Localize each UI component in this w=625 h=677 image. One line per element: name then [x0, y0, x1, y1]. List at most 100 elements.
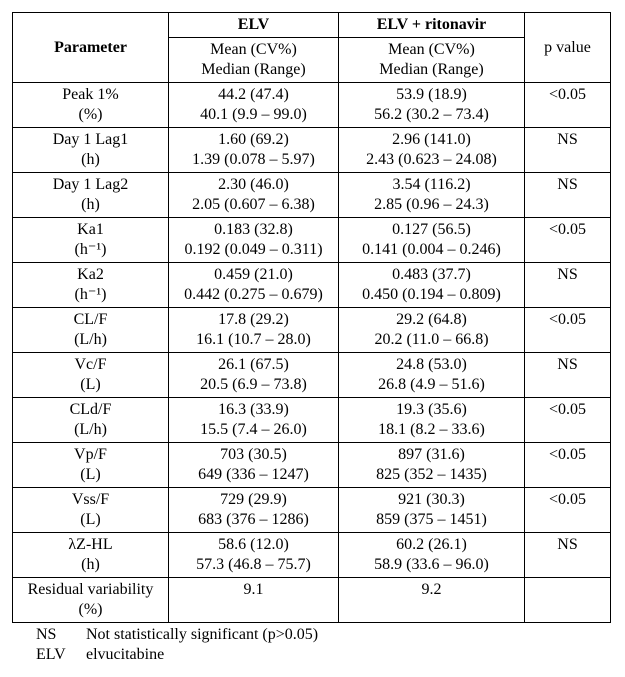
param-unit: (h)	[17, 150, 164, 170]
table-row: λZ-HL(h)58.6 (12.0)57.3 (46.8 – 75.7)60.…	[13, 533, 611, 578]
cell-parameter: Peak 1%(%)	[13, 83, 169, 128]
cell-p-value: NS	[525, 353, 611, 398]
elvr-median: 18.1 (8.2 – 33.6)	[343, 420, 520, 440]
cell-p-value: <0.05	[525, 488, 611, 533]
elv-mean: 16.3 (33.9)	[173, 400, 334, 420]
elv-median: 2.05 (0.607 – 6.38)	[173, 195, 334, 215]
elv-median: 0.192 (0.049 – 0.311)	[173, 240, 334, 260]
cell-p-value	[525, 578, 611, 623]
elvr-median: 2.43 (0.623 – 24.08)	[343, 150, 520, 170]
param-unit: (h⁻¹)	[17, 285, 164, 305]
cell-p-value: NS	[525, 173, 611, 218]
cell-elv-ritonavir: 60.2 (26.1)58.9 (33.6 – 96.0)	[339, 533, 525, 578]
table-row: Ka2(h⁻¹)0.459 (21.0)0.442 (0.275 – 0.679…	[13, 263, 611, 308]
elvr-mean: 0.483 (37.7)	[343, 265, 520, 285]
cell-elv-ritonavir: 9.2	[339, 578, 525, 623]
param-unit: (h)	[17, 555, 164, 575]
table-row: CLd/F(L/h)16.3 (33.9)15.5 (7.4 – 26.0)19…	[13, 398, 611, 443]
param-name: Residual variability	[17, 580, 164, 600]
elvr-mean: 24.8 (53.0)	[343, 355, 520, 375]
param-unit: (L)	[17, 510, 164, 530]
elv-median: 649 (336 – 1247)	[173, 465, 334, 485]
cell-elv: 17.8 (29.2)16.1 (10.7 – 28.0)	[169, 308, 339, 353]
elv-mean: 1.60 (69.2)	[173, 130, 334, 150]
elv-median: 20.5 (6.9 – 73.8)	[173, 375, 334, 395]
cell-elv: 16.3 (33.9)15.5 (7.4 – 26.0)	[169, 398, 339, 443]
col-p-value: p value	[525, 13, 611, 83]
cell-p-value: NS	[525, 533, 611, 578]
elv-median: 15.5 (7.4 – 26.0)	[173, 420, 334, 440]
elvr-median: 26.8 (4.9 – 51.6)	[343, 375, 520, 395]
param-name: Day 1 Lag2	[17, 175, 164, 195]
cell-p-value: NS	[525, 263, 611, 308]
cell-elv-ritonavir: 53.9 (18.9)56.2 (30.2 – 73.4)	[339, 83, 525, 128]
subhead-elv: Mean (CV%) Median (Range)	[169, 38, 339, 83]
col-elv: ELV	[169, 13, 339, 38]
elv-median: 1.39 (0.078 – 5.97)	[173, 150, 334, 170]
footnote-elv-text: elvucitabine	[86, 646, 164, 663]
elv-median: 40.1 (9.9 – 99.0)	[173, 105, 334, 125]
elvr-mean: 9.2	[343, 580, 520, 600]
table-header: Parameter ELV ELV + ritonavir p value Me…	[13, 13, 611, 83]
param-name: λZ-HL	[17, 535, 164, 555]
table-row: Vp/F(L)703 (30.5)649 (336 – 1247)897 (31…	[13, 443, 611, 488]
cell-parameter: Vc/F(L)	[13, 353, 169, 398]
table-row: Vc/F(L)26.1 (67.5)20.5 (6.9 – 73.8)24.8 …	[13, 353, 611, 398]
cell-elv: 2.30 (46.0)2.05 (0.607 – 6.38)	[169, 173, 339, 218]
cell-elv: 44.2 (47.4)40.1 (9.9 – 99.0)	[169, 83, 339, 128]
subhead-elvr-median: Median (Range)	[343, 60, 520, 80]
cell-p-value: <0.05	[525, 218, 611, 263]
elvr-mean: 897 (31.6)	[343, 445, 520, 465]
param-name: Ka1	[17, 220, 164, 240]
elvr-mean: 19.3 (35.6)	[343, 400, 520, 420]
footnote-elv-abbr: ELV	[36, 645, 82, 665]
cell-parameter: Residual variability(%)	[13, 578, 169, 623]
table-row: Residual variability(%)9.19.2	[13, 578, 611, 623]
elvr-mean: 0.127 (56.5)	[343, 220, 520, 240]
cell-elv: 9.1	[169, 578, 339, 623]
footnote-elv: ELV elvucitabine	[36, 645, 613, 665]
cell-parameter: λZ-HL(h)	[13, 533, 169, 578]
param-unit: (%)	[17, 600, 164, 620]
cell-parameter: Day 1 Lag1(h)	[13, 128, 169, 173]
cell-elv: 58.6 (12.0)57.3 (46.8 – 75.7)	[169, 533, 339, 578]
cell-elv: 703 (30.5)649 (336 – 1247)	[169, 443, 339, 488]
elv-median: 16.1 (10.7 – 28.0)	[173, 330, 334, 350]
cell-elv-ritonavir: 29.2 (64.8)20.2 (11.0 – 66.8)	[339, 308, 525, 353]
cell-p-value: <0.05	[525, 83, 611, 128]
cell-p-value: <0.05	[525, 443, 611, 488]
cell-elv-ritonavir: 897 (31.6)825 (352 – 1435)	[339, 443, 525, 488]
elvr-median: 56.2 (30.2 – 73.4)	[343, 105, 520, 125]
footnotes: NS Not statistically significant (p>0.05…	[12, 623, 613, 665]
cell-elv: 1.60 (69.2)1.39 (0.078 – 5.97)	[169, 128, 339, 173]
subhead-elv-median: Median (Range)	[173, 60, 334, 80]
param-name: Vc/F	[17, 355, 164, 375]
cell-parameter: Vp/F(L)	[13, 443, 169, 488]
param-name: Peak 1%	[17, 85, 164, 105]
cell-parameter: Ka1(h⁻¹)	[13, 218, 169, 263]
subhead-elv-mean: Mean (CV%)	[173, 40, 334, 60]
elv-mean: 26.1 (67.5)	[173, 355, 334, 375]
cell-elv: 729 (29.9)683 (376 – 1286)	[169, 488, 339, 533]
table-row: Day 1 Lag2(h)2.30 (46.0)2.05 (0.607 – 6.…	[13, 173, 611, 218]
table-row: Day 1 Lag1(h)1.60 (69.2)1.39 (0.078 – 5.…	[13, 128, 611, 173]
param-unit: (%)	[17, 105, 164, 125]
elv-mean: 0.183 (32.8)	[173, 220, 334, 240]
elv-median: 57.3 (46.8 – 75.7)	[173, 555, 334, 575]
param-unit: (L)	[17, 375, 164, 395]
elvr-median: 0.141 (0.004 – 0.246)	[343, 240, 520, 260]
cell-elv-ritonavir: 2.96 (141.0)2.43 (0.623 – 24.08)	[339, 128, 525, 173]
cell-elv: 0.183 (32.8)0.192 (0.049 – 0.311)	[169, 218, 339, 263]
elv-median: 0.442 (0.275 – 0.679)	[173, 285, 334, 305]
table-row: CL/F(L/h)17.8 (29.2)16.1 (10.7 – 28.0)29…	[13, 308, 611, 353]
elvr-median: 0.450 (0.194 – 0.809)	[343, 285, 520, 305]
cell-elv-ritonavir: 24.8 (53.0)26.8 (4.9 – 51.6)	[339, 353, 525, 398]
table-row: Vss/F(L)729 (29.9)683 (376 – 1286)921 (3…	[13, 488, 611, 533]
elvr-mean: 60.2 (26.1)	[343, 535, 520, 555]
elv-mean: 58.6 (12.0)	[173, 535, 334, 555]
param-name: Vp/F	[17, 445, 164, 465]
cell-elv: 26.1 (67.5)20.5 (6.9 – 73.8)	[169, 353, 339, 398]
elvr-median: 20.2 (11.0 – 66.8)	[343, 330, 520, 350]
elvr-mean: 29.2 (64.8)	[343, 310, 520, 330]
elvr-mean: 3.54 (116.2)	[343, 175, 520, 195]
